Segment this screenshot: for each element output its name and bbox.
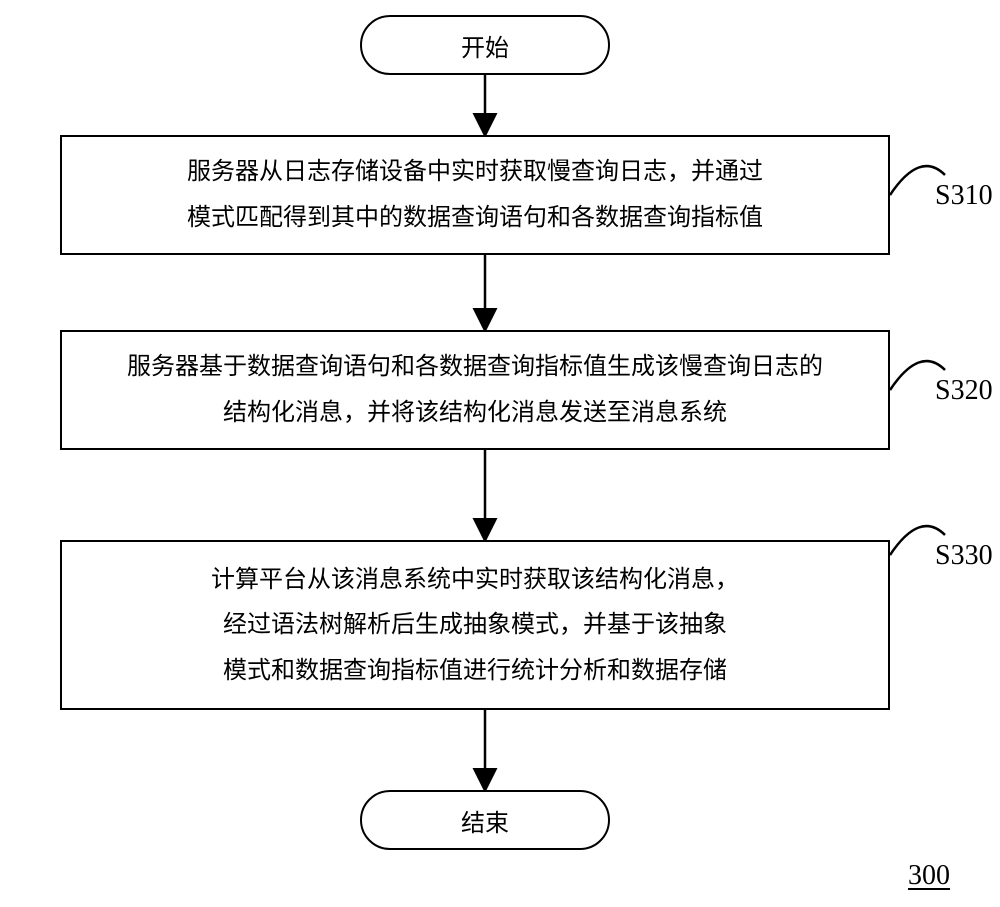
process-s320-text: 服务器基于数据查询语句和各数据查询指标值生成该慢查询日志的 结构化消息，并将该结…: [127, 344, 823, 435]
process-s320: 服务器基于数据查询语句和各数据查询指标值生成该慢查询日志的 结构化消息，并将该结…: [60, 330, 890, 450]
end-label: 结束: [461, 803, 509, 838]
process-s330-text: 计算平台从该消息系统中实时获取该结构化消息， 经过语法树解析后生成抽象模式，并基…: [211, 557, 739, 694]
step-label-s310: S310: [935, 180, 993, 212]
start-node: 开始: [360, 15, 610, 75]
start-label: 开始: [461, 28, 509, 63]
process-s310: 服务器从日志存储设备中实时获取慢查询日志，并通过 模式匹配得到其中的数据查询语句…: [60, 135, 890, 255]
figure-label: 300: [908, 860, 950, 892]
process-s330: 计算平台从该消息系统中实时获取该结构化消息， 经过语法树解析后生成抽象模式，并基…: [60, 540, 890, 710]
step-label-s330: S330: [935, 540, 993, 572]
step-label-s320: S320: [935, 375, 993, 407]
process-s310-text: 服务器从日志存储设备中实时获取慢查询日志，并通过 模式匹配得到其中的数据查询语句…: [187, 149, 763, 240]
flowchart-container: 开始 服务器从日志存储设备中实时获取慢查询日志，并通过 模式匹配得到其中的数据查…: [0, 0, 1000, 907]
end-node: 结束: [360, 790, 610, 850]
